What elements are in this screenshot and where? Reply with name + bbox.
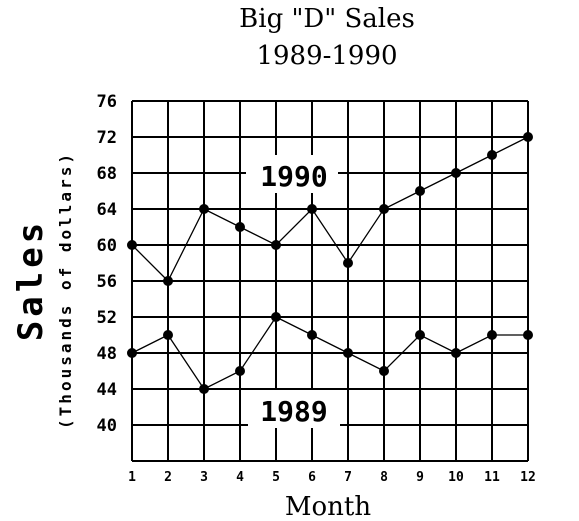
- data-point-1989: [307, 330, 317, 340]
- y-tick-label: 48: [97, 344, 117, 364]
- x-tick-label: 1: [128, 470, 136, 485]
- data-point-1990: [235, 222, 245, 232]
- data-point-1989: [163, 330, 173, 340]
- x-tick-label: 2: [164, 470, 172, 485]
- series-label-1990-backdrop: [246, 155, 338, 193]
- x-tick-label: 4: [236, 470, 244, 485]
- data-point-1990: [343, 258, 353, 268]
- data-point-1990: [487, 150, 497, 160]
- y-tick-label: 68: [97, 164, 117, 184]
- series-points: [127, 132, 533, 394]
- y-tick-label: 52: [97, 308, 117, 328]
- series-line-1990: [131, 136, 529, 283]
- data-point-1989: [199, 384, 209, 394]
- series-label-1990: 1990: [260, 160, 327, 193]
- y-axis-title: Sales: [11, 219, 51, 341]
- y-tick-label: 60: [97, 236, 117, 256]
- x-tick-label: 3: [200, 470, 208, 485]
- x-tick-label: 8: [380, 470, 388, 485]
- series-lines: [131, 136, 529, 390]
- series-label-1989: 1989: [260, 395, 327, 428]
- y-tick-label: 56: [97, 272, 117, 292]
- x-tick-labels: 1 2 3 4 5 6 7 8 9 10 11 12: [128, 470, 536, 485]
- x-tick-label: 12: [520, 470, 536, 485]
- y-tick-labels: 40 44 48 52 56 60 64 68 72 76: [97, 92, 117, 436]
- data-point-1990: [127, 240, 137, 250]
- data-point-1989: [127, 348, 137, 358]
- y-tick-label: 76: [97, 92, 117, 112]
- data-point-1990: [379, 204, 389, 214]
- data-point-1989: [379, 366, 389, 376]
- x-tick-label: 5: [272, 470, 280, 485]
- data-point-1989: [415, 330, 425, 340]
- y-tick-label: 72: [97, 128, 117, 148]
- series-line-1989: [131, 316, 528, 390]
- data-point-1989: [523, 330, 533, 340]
- x-tick-label: 7: [344, 470, 352, 485]
- data-point-1989: [487, 330, 497, 340]
- chart-title-line-1: Big "D" Sales: [239, 4, 415, 34]
- y-tick-label: 64: [97, 200, 117, 220]
- x-tick-label: 9: [416, 470, 424, 485]
- data-point-1989: [343, 348, 353, 358]
- data-point-1989: [271, 312, 281, 322]
- data-point-1989: [451, 348, 461, 358]
- x-axis-title: Month: [285, 492, 371, 521]
- data-point-1990: [415, 186, 425, 196]
- x-tick-label: 11: [484, 470, 500, 485]
- series-label-1989-backdrop: [248, 390, 340, 428]
- data-point-1990: [523, 132, 533, 142]
- x-tick-label: 6: [308, 470, 316, 485]
- data-point-1990: [307, 204, 317, 214]
- y-tick-label: 44: [97, 380, 117, 400]
- data-point-1990: [451, 168, 461, 178]
- data-point-1990: [199, 204, 209, 214]
- y-tick-label: 40: [97, 416, 117, 436]
- x-tick-label: 10: [448, 470, 464, 485]
- data-point-1990: [163, 276, 173, 286]
- data-point-1990: [271, 240, 281, 250]
- data-point-1989: [235, 366, 245, 376]
- y-axis-subtitle: (Thousands of dollars): [56, 151, 75, 429]
- chart-title-line-2: 1989-1990: [256, 41, 397, 71]
